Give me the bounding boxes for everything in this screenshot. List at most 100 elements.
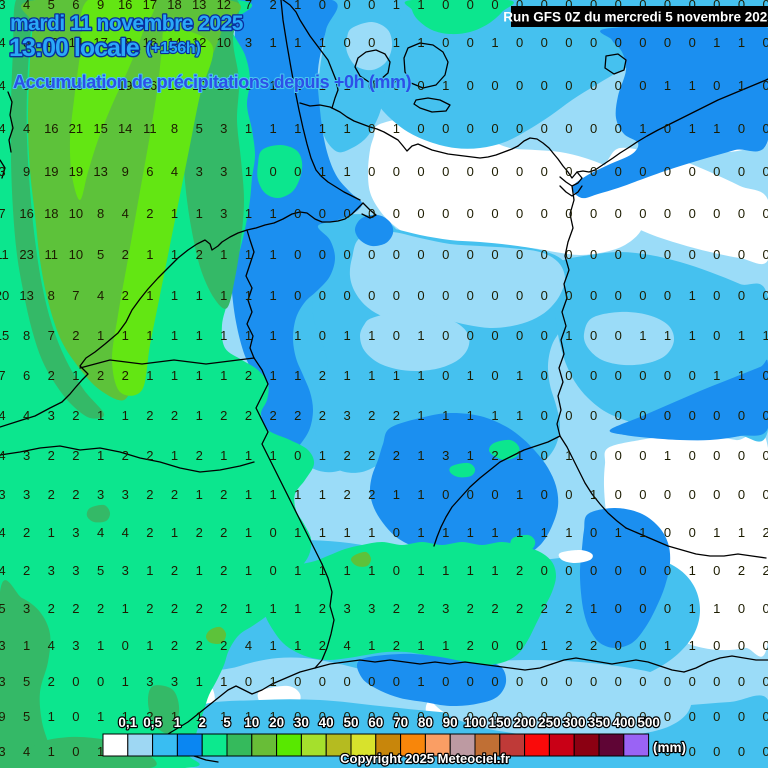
svg-text:0: 0: [368, 0, 375, 12]
svg-text:2: 2: [146, 601, 153, 616]
svg-text:1: 1: [48, 709, 55, 724]
svg-text:0: 0: [615, 674, 622, 689]
svg-text:1: 1: [664, 78, 671, 93]
svg-text:0: 0: [442, 121, 449, 136]
svg-text:0: 0: [541, 709, 548, 724]
svg-text:0: 0: [664, 601, 671, 616]
svg-text:2: 2: [393, 448, 400, 463]
svg-text:1: 1: [343, 121, 350, 136]
svg-text:6: 6: [23, 368, 30, 383]
svg-text:250: 250: [538, 715, 561, 730]
svg-text:1: 1: [467, 525, 474, 540]
svg-text:0: 0: [491, 328, 498, 343]
svg-text:1: 1: [220, 247, 227, 262]
svg-text:0: 0: [664, 206, 671, 221]
svg-text:0: 0: [541, 328, 548, 343]
svg-text:2: 2: [146, 709, 153, 724]
svg-text:0: 0: [762, 121, 768, 136]
svg-text:3: 3: [343, 601, 350, 616]
svg-text:0: 0: [639, 448, 646, 463]
svg-text:0: 0: [269, 164, 276, 179]
svg-text:2: 2: [171, 487, 178, 502]
svg-text:0: 0: [294, 709, 301, 724]
svg-text:4: 4: [23, 744, 30, 759]
svg-text:3: 3: [72, 525, 79, 540]
svg-text:4: 4: [23, 408, 30, 423]
svg-text:3: 3: [0, 674, 6, 689]
svg-text:1: 1: [196, 563, 203, 578]
svg-text:0: 0: [393, 78, 400, 93]
svg-text:18: 18: [167, 0, 181, 12]
svg-text:21: 21: [93, 78, 107, 93]
svg-text:1: 1: [269, 247, 276, 262]
svg-text:2: 2: [72, 328, 79, 343]
svg-text:7: 7: [72, 288, 79, 303]
svg-text:19: 19: [44, 164, 58, 179]
svg-text:0: 0: [664, 35, 671, 50]
svg-text:1: 1: [417, 674, 424, 689]
svg-text:0: 0: [713, 487, 720, 502]
svg-text:8: 8: [23, 328, 30, 343]
svg-text:0: 0: [541, 487, 548, 502]
svg-text:1: 1: [294, 601, 301, 616]
svg-text:2: 2: [196, 638, 203, 653]
svg-text:1: 1: [689, 328, 696, 343]
svg-text:0: 0: [639, 601, 646, 616]
svg-text:0: 0: [762, 744, 768, 759]
svg-text:1: 1: [516, 368, 523, 383]
svg-text:1: 1: [393, 35, 400, 50]
svg-text:0: 0: [343, 288, 350, 303]
svg-text:1: 1: [220, 368, 227, 383]
svg-text:1: 1: [97, 744, 104, 759]
svg-text:0: 0: [343, 35, 350, 50]
svg-text:2: 2: [245, 408, 252, 423]
svg-text:0: 0: [590, 448, 597, 463]
svg-text:1: 1: [491, 563, 498, 578]
svg-text:0: 0: [762, 408, 768, 423]
svg-text:4: 4: [0, 563, 6, 578]
svg-text:1: 1: [269, 448, 276, 463]
svg-text:13: 13: [192, 0, 206, 12]
svg-text:0: 0: [417, 247, 424, 262]
svg-text:1: 1: [319, 78, 326, 93]
svg-text:1: 1: [689, 601, 696, 616]
svg-text:0: 0: [393, 206, 400, 221]
svg-text:10: 10: [217, 35, 231, 50]
svg-text:1: 1: [294, 328, 301, 343]
svg-text:0: 0: [393, 288, 400, 303]
svg-text:0: 0: [615, 601, 622, 616]
svg-text:0: 0: [491, 638, 498, 653]
svg-text:0: 0: [442, 288, 449, 303]
svg-text:2: 2: [48, 368, 55, 383]
svg-text:0: 0: [319, 288, 326, 303]
svg-text:0: 0: [467, 328, 474, 343]
svg-text:1: 1: [319, 164, 326, 179]
svg-text:0: 0: [762, 487, 768, 502]
svg-text:0: 0: [245, 674, 252, 689]
svg-text:0: 0: [467, 487, 474, 502]
svg-text:1: 1: [294, 35, 301, 50]
svg-text:2: 2: [146, 525, 153, 540]
svg-text:3: 3: [48, 408, 55, 423]
svg-text:2: 2: [343, 487, 350, 502]
svg-text:1: 1: [491, 408, 498, 423]
svg-text:1: 1: [196, 206, 203, 221]
svg-text:1: 1: [689, 563, 696, 578]
svg-text:16: 16: [143, 78, 157, 93]
svg-text:0: 0: [689, 408, 696, 423]
svg-text:0: 0: [689, 368, 696, 383]
svg-text:1: 1: [417, 35, 424, 50]
svg-text:0: 0: [467, 247, 474, 262]
svg-text:1: 1: [294, 0, 301, 12]
svg-text:0: 0: [541, 448, 548, 463]
svg-text:3: 3: [0, 0, 6, 12]
svg-text:1: 1: [565, 448, 572, 463]
svg-text:1: 1: [664, 328, 671, 343]
svg-text:2: 2: [343, 448, 350, 463]
svg-text:1: 1: [319, 487, 326, 502]
svg-text:0: 0: [541, 288, 548, 303]
svg-text:3: 3: [368, 601, 375, 616]
svg-text:8: 8: [97, 206, 104, 221]
svg-text:2: 2: [762, 563, 768, 578]
svg-text:1: 1: [294, 638, 301, 653]
